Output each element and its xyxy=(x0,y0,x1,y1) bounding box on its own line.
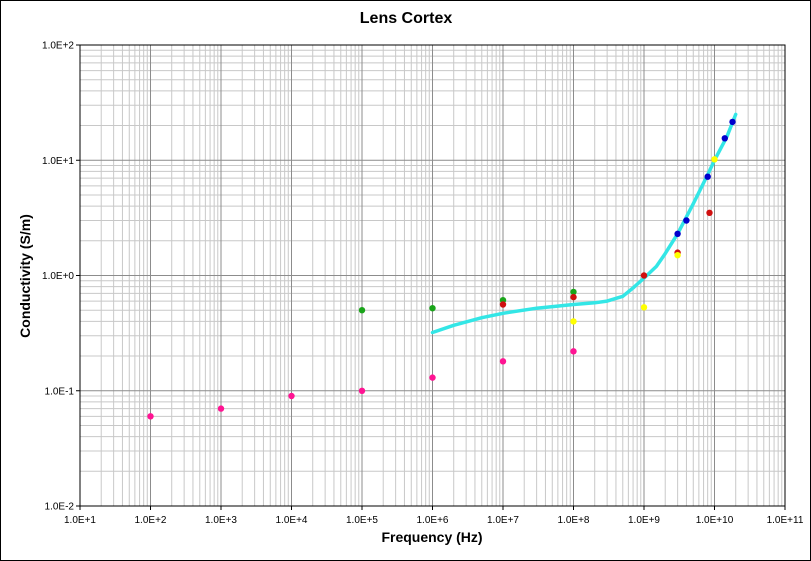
x-tick-label: 1.0E+1 xyxy=(64,515,96,526)
conductivity-curve xyxy=(430,112,738,335)
tick-labels: 1.0E+1 1.0E+2 1.0E+3 1.0E+4 1.0E+5 1.0E+6 1.0E… xyxy=(42,41,804,527)
x-tick-label: 1.0E+3 xyxy=(205,515,237,526)
blue-data-point xyxy=(704,173,711,180)
green-data-point xyxy=(570,288,577,296)
blue-data-point xyxy=(729,118,736,126)
magenta-data-point xyxy=(499,358,507,365)
y-tick-label: 1.0E+1 xyxy=(42,156,74,167)
grid xyxy=(79,44,786,507)
magenta-data-point xyxy=(429,374,436,381)
blue-data-point xyxy=(674,230,681,237)
y-tick-label: 1.0E+0 xyxy=(42,271,74,282)
magenta-data-point xyxy=(147,413,154,420)
y-tick-label: 1.0E-1 xyxy=(45,386,75,397)
blue-data-point xyxy=(721,135,728,142)
blue-data-point xyxy=(683,217,690,224)
x-tick-label: 1.0E+4 xyxy=(276,515,308,526)
magenta-data-point xyxy=(358,387,366,394)
y-axis-title: Conductivity (S/m) xyxy=(17,214,33,338)
yellow-data-point xyxy=(674,252,681,259)
x-axis-title: Frequency (Hz) xyxy=(381,529,482,545)
y-tick-label: 1.0E-2 xyxy=(45,502,75,513)
red-data-point xyxy=(499,301,507,308)
green-data-point xyxy=(358,307,366,314)
series xyxy=(147,112,738,420)
y-tick-label: 1.0E+2 xyxy=(42,41,74,52)
x-tick-label: 1.0E+9 xyxy=(628,515,660,526)
magenta-data-point xyxy=(570,348,577,355)
red-data-point xyxy=(640,272,648,279)
yellow-data-point xyxy=(570,318,577,325)
yellow-data-point xyxy=(640,304,648,311)
x-tick-label: 1.0E+5 xyxy=(346,515,378,526)
yellow-data-point xyxy=(711,156,718,163)
x-tick-label: 1.0E+7 xyxy=(487,515,519,526)
red-data-point xyxy=(570,293,577,301)
x-tick-label: 1.0E+8 xyxy=(558,515,590,526)
green-data-point xyxy=(429,305,436,312)
x-tick-label: 1.0E+2 xyxy=(135,515,167,526)
x-tick-label: 1.0E+10 xyxy=(696,515,734,526)
x-tick-label: 1.0E+6 xyxy=(417,515,449,526)
red-data-point xyxy=(706,209,713,216)
x-tick-label: 1.0E+11 xyxy=(767,515,804,526)
magenta-data-point xyxy=(288,392,295,400)
chart-title: Lens Cortex xyxy=(360,10,453,27)
magenta-data-point xyxy=(217,405,225,412)
